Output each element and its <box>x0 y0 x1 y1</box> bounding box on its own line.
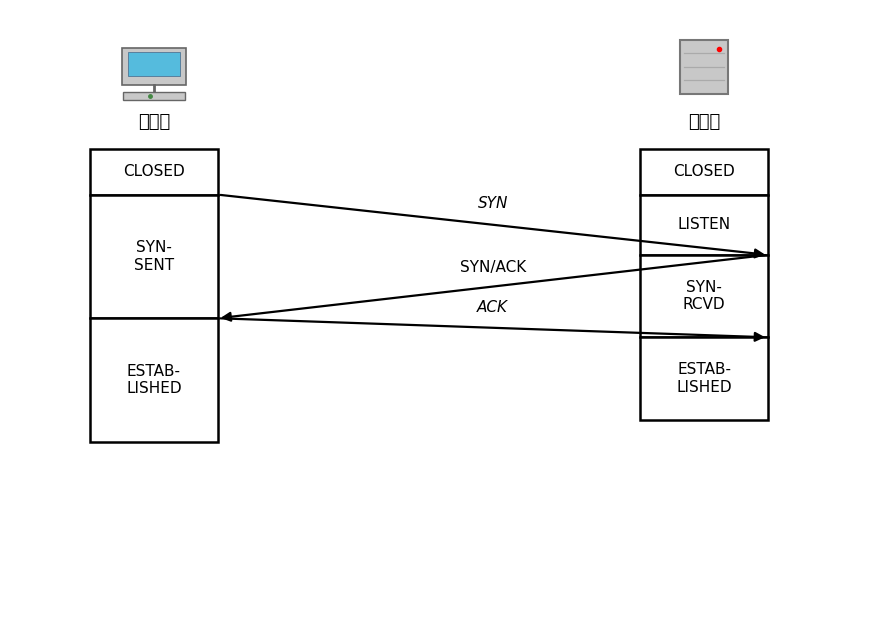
Text: CLOSED: CLOSED <box>673 164 735 179</box>
Text: 服务器: 服务器 <box>688 113 720 131</box>
Text: CLOSED: CLOSED <box>123 164 185 179</box>
Bar <box>641 149 768 195</box>
Bar <box>128 52 180 76</box>
Text: 客户端: 客户端 <box>138 113 170 131</box>
Bar <box>123 92 185 100</box>
Bar <box>641 337 768 420</box>
Text: SYN: SYN <box>478 196 508 210</box>
Bar <box>90 195 218 318</box>
Bar <box>680 39 729 93</box>
Text: LISTEN: LISTEN <box>678 217 730 232</box>
Bar <box>641 195 768 255</box>
Text: SYN-
RCVD: SYN- RCVD <box>683 280 725 313</box>
Text: ESTAB-
LISHED: ESTAB- LISHED <box>126 364 182 396</box>
Bar <box>122 48 186 85</box>
Bar <box>90 318 218 442</box>
Bar <box>90 149 218 195</box>
Text: SYN/ACK: SYN/ACK <box>459 260 526 275</box>
Text: ACK: ACK <box>477 300 509 315</box>
Bar <box>641 255 768 337</box>
Text: SYN-
SENT: SYN- SENT <box>134 240 174 273</box>
Text: ESTAB-
LISHED: ESTAB- LISHED <box>676 362 732 395</box>
